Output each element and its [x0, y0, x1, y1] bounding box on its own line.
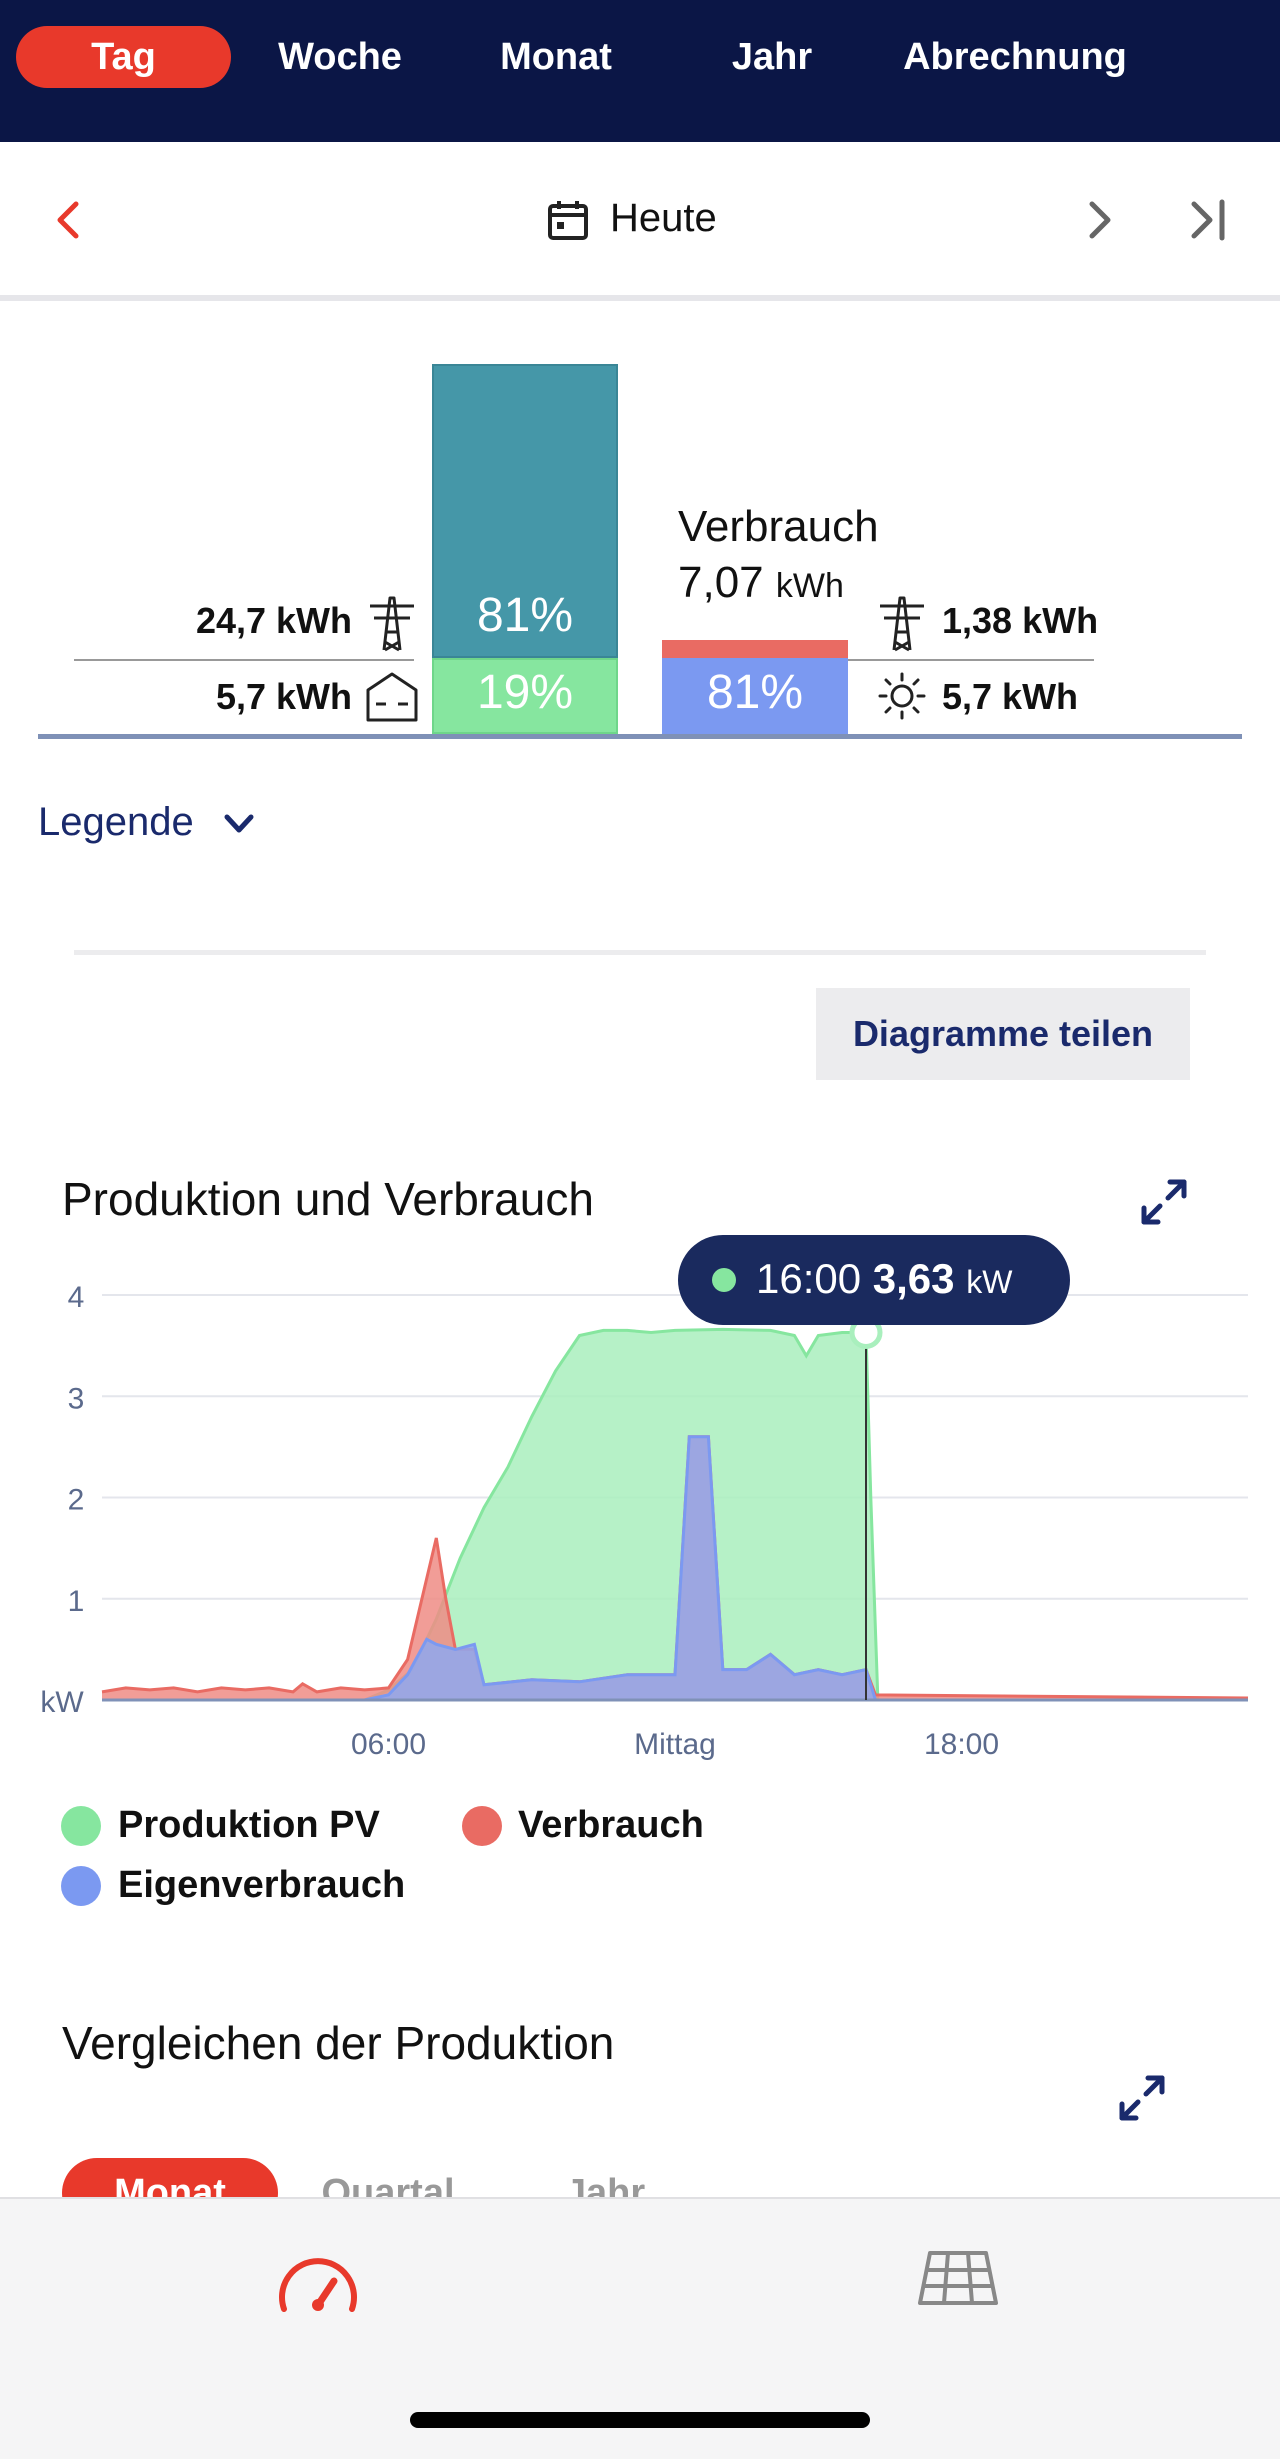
expand-icon[interactable]	[1134, 1172, 1194, 1232]
tooltip-text: 16:00 3,63 kW	[756, 1255, 1012, 1303]
tab-woche[interactable]: Woche	[278, 36, 402, 78]
production-consumption-chart[interactable]: 4 3 2 1 kW 06:00 Mittag 18:00	[0, 1230, 1280, 1770]
x-tick-label: 06:00	[351, 1728, 426, 1761]
self-use-percent: 19%	[476, 666, 574, 719]
grid-feed-segment	[432, 364, 618, 658]
tab-tag[interactable]: Tag	[16, 26, 231, 88]
tab-monat[interactable]: Monat	[500, 36, 612, 78]
legend-toggle[interactable]: Legende	[38, 800, 259, 845]
dashboard-gauge-icon[interactable]	[276, 2247, 360, 2317]
divider	[0, 295, 1280, 301]
summary-baseline	[38, 734, 1242, 739]
consumption-bar[interactable]	[662, 640, 848, 734]
tooltip-unit: kW	[966, 1264, 1013, 1300]
x-tick-label: Mittag	[634, 1728, 716, 1761]
chevron-down-icon	[224, 814, 254, 833]
summary-divider	[848, 659, 1094, 661]
chart-title: Produktion und Verbrauch	[62, 1173, 594, 1225]
skip-to-today-button[interactable]	[1180, 190, 1240, 250]
power-pylon-icon	[880, 596, 924, 652]
tab-jahr[interactable]: Jahr	[731, 36, 813, 78]
legend-item-self-consumption[interactable]: Eigenverbrauch	[118, 1864, 406, 1906]
consumption-total-unit: kWh	[775, 567, 844, 605]
next-day-button[interactable]	[1070, 190, 1130, 250]
consumption-total: 7,07 kWh	[678, 558, 844, 608]
compare-title: Vergleichen der Produktion	[62, 2017, 615, 2069]
consumption-solar-segment	[662, 658, 848, 734]
production-bar[interactable]	[432, 364, 618, 734]
tooltip-value: 3,63	[872, 1255, 955, 1302]
consumption-grid-segment	[662, 640, 848, 658]
chevron-right-icon	[1089, 201, 1111, 239]
y-tick-label: 3	[68, 1382, 85, 1415]
home-indicator	[410, 2412, 870, 2428]
x-tick-label: 18:00	[924, 1728, 999, 1761]
calendar-icon[interactable]	[546, 198, 590, 242]
consumption-total-value: 7,07	[678, 558, 764, 607]
consumption-title: Verbrauch	[678, 502, 879, 551]
grid-feed-value: 24,7 kWh	[195, 600, 352, 641]
y-tick-label: 2	[68, 1484, 85, 1517]
power-pylon-icon	[370, 596, 414, 652]
summary-divider	[74, 659, 414, 661]
solar-panel-icon[interactable]	[916, 2249, 1000, 2309]
grid-feed-percent: 81%	[476, 589, 574, 642]
chart-tooltip: 16:00 3,63 kW	[678, 1235, 1070, 1325]
legend-item-consumption[interactable]: Verbrauch	[518, 1804, 704, 1846]
period-tab-bar: Tag Woche Monat Jahr Abrechnung	[0, 0, 1280, 142]
tab-abrechnung[interactable]: Abrechnung	[903, 36, 1127, 78]
y-tick-label: 1	[68, 1585, 85, 1618]
consumption-solar-percent: 81%	[706, 666, 804, 719]
tooltip-dot	[712, 1268, 736, 1292]
legend-toggle-label: Legende	[38, 800, 194, 844]
divider	[74, 950, 1206, 955]
self-use-value: 5,7 kWh	[215, 676, 352, 717]
share-charts-button[interactable]: Diagramme teilen	[816, 988, 1190, 1080]
legend-dot-consumption	[462, 1806, 502, 1846]
previous-day-button[interactable]	[40, 190, 100, 250]
series-area-produktion-pv	[102, 1329, 1248, 1700]
house-icon	[366, 672, 418, 722]
y-axis-unit-label: kW	[40, 1686, 84, 1719]
consumption-solar-value: 5,7 kWh	[942, 676, 1079, 717]
skip-to-end-icon	[1191, 199, 1225, 241]
date-navigation	[0, 142, 1280, 297]
legend-item-production[interactable]: Produktion PV	[118, 1804, 380, 1846]
date-label[interactable]: Heute	[610, 196, 717, 240]
self-use-segment	[432, 658, 618, 734]
legend-dot-self-consumption	[61, 1866, 101, 1906]
y-tick-label: 4	[68, 1281, 85, 1314]
series-line-eigenverbrauch	[102, 1435, 1248, 1702]
legend-dot-production	[61, 1806, 101, 1846]
tooltip-time: 16:00	[756, 1255, 862, 1302]
consumption-grid-value: 1,38 kWh	[942, 600, 1099, 641]
sun-icon	[878, 672, 926, 720]
chevron-left-icon	[57, 201, 79, 239]
expand-icon[interactable]	[1112, 2068, 1172, 2128]
